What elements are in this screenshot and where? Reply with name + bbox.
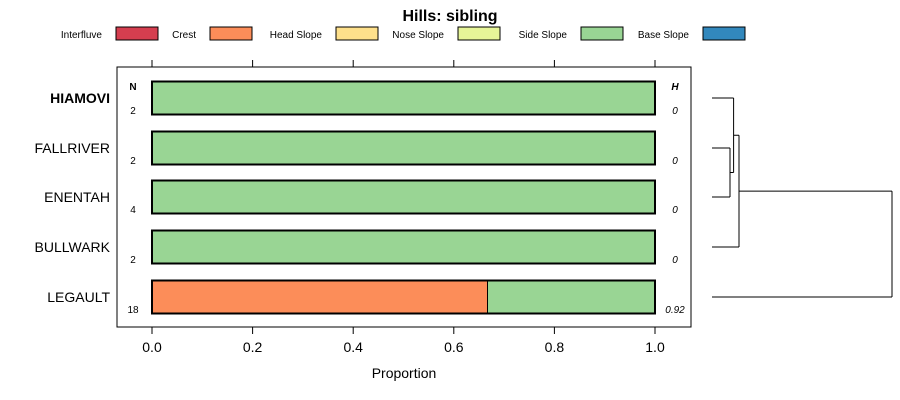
- bar-outline: [151, 80, 656, 116]
- bars: [151, 80, 656, 315]
- row-label: LEGAULT: [47, 289, 110, 305]
- bar-segment: [151, 180, 656, 214]
- h-value: 0: [672, 255, 678, 266]
- x-tick-label: 0.0: [142, 339, 162, 355]
- legend-label: Base Slope: [638, 30, 690, 41]
- h-value: 0: [672, 205, 678, 216]
- n-value: 4: [130, 205, 136, 216]
- bar-segment: [487, 280, 656, 314]
- h-header: H: [671, 82, 679, 93]
- plot-frame: [116, 66, 692, 328]
- h-value: 0.92: [665, 305, 685, 316]
- bar-outline: [151, 279, 656, 315]
- legend-label: Side Slope: [519, 30, 568, 41]
- legend-label: Interfluve: [61, 30, 103, 41]
- row-label: BULLWARK: [35, 239, 111, 255]
- n-value: 18: [127, 305, 139, 316]
- row-label: HIAMOVI: [50, 90, 110, 106]
- x-axis: 0.0 0.2 0.4 0.6 0.8 1.0: [142, 60, 665, 355]
- bar-segment: [151, 131, 656, 165]
- n-value: 2: [130, 255, 136, 266]
- x-tick-label: 0.4: [343, 339, 363, 355]
- n-header: N: [129, 82, 136, 93]
- x-axis-label: Proportion: [372, 365, 437, 381]
- bar-segment: [151, 280, 489, 314]
- bar-segment: [151, 81, 656, 115]
- legend-swatch: [335, 26, 379, 41]
- legend: Interfluve Crest Head Slope Nose Slope Side …: [61, 26, 746, 41]
- bar-segment: [151, 230, 656, 264]
- h-value: 0: [672, 106, 678, 117]
- dendrogram: [712, 97, 893, 298]
- row-labels: HIAMOVI FALLRIVER ENENTAH BULLWARK LEGAULT: [35, 90, 111, 305]
- n-value: 2: [130, 156, 136, 167]
- x-tick-label: 0.2: [243, 339, 263, 355]
- legend-swatch: [209, 26, 253, 41]
- legend-label: Head Slope: [270, 30, 323, 41]
- h-value: 0: [672, 156, 678, 167]
- x-tick-label: 1.0: [645, 339, 665, 355]
- legend-swatch: [702, 26, 746, 41]
- legend-swatch: [115, 26, 159, 41]
- x-tick-label: 0.8: [545, 339, 565, 355]
- x-tick-label: 0.6: [444, 339, 464, 355]
- bar-outline: [151, 130, 656, 166]
- bar-outline: [151, 229, 656, 265]
- legend-swatch: [457, 26, 501, 41]
- legend-swatch: [580, 26, 624, 41]
- legend-label: Crest: [172, 30, 196, 41]
- h-labels: 0 0 0 0 0.92: [665, 106, 685, 316]
- legend-label: Nose Slope: [392, 30, 444, 41]
- bar-outline: [151, 179, 656, 215]
- chart-title: Hills: sibling: [402, 8, 497, 25]
- n-labels: 2 2 4 2 18: [127, 106, 139, 316]
- row-label: FALLRIVER: [35, 140, 110, 156]
- n-value: 2: [130, 106, 136, 117]
- row-label: ENENTAH: [44, 189, 110, 205]
